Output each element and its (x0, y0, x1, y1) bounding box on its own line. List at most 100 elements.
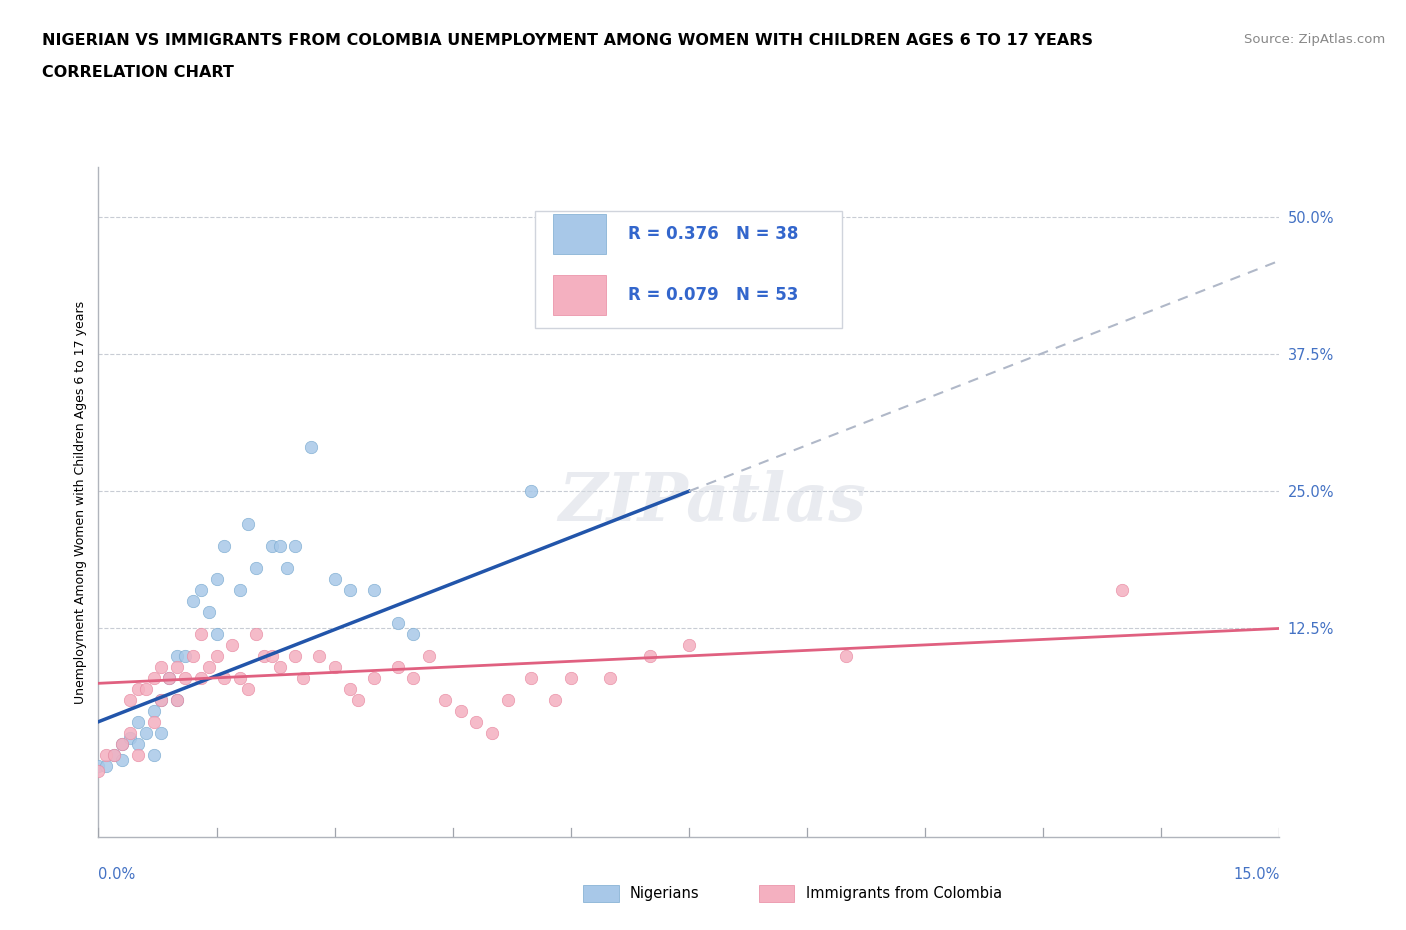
Point (174, 648, 197, 663)
Point (599, 253, 621, 268)
Point (236, 682, 259, 697)
Text: ZIPatlas: ZIPatlas (558, 470, 866, 535)
FancyBboxPatch shape (553, 214, 606, 255)
Point (181, 648, 204, 663)
Text: Nigerians: Nigerians (630, 886, 700, 901)
Text: 0.0%: 0.0% (98, 867, 135, 882)
Point (157, 671, 180, 685)
Point (260, 538, 283, 553)
Point (599, 671, 621, 685)
Point (284, 648, 307, 663)
Point (236, 517, 259, 532)
Point (142, 703, 165, 718)
Point (481, 725, 503, 740)
Point (127, 682, 149, 697)
Point (520, 484, 543, 498)
Text: CORRELATION CHART: CORRELATION CHART (42, 65, 233, 80)
Point (260, 648, 283, 663)
Point (127, 737, 149, 751)
Point (284, 538, 307, 553)
Point (127, 747, 149, 762)
Text: NIGERIAN VS IMMIGRANTS FROM COLOMBIA UNEMPLOYMENT AMONG WOMEN WITH CHILDREN AGES: NIGERIAN VS IMMIGRANTS FROM COLOMBIA UNE… (42, 33, 1094, 47)
Point (190, 671, 212, 685)
Point (1111, 582, 1133, 597)
Point (111, 737, 134, 751)
Point (150, 659, 173, 674)
Point (339, 582, 361, 597)
Point (197, 659, 219, 674)
Point (103, 747, 125, 762)
Point (205, 648, 228, 663)
Point (347, 692, 370, 707)
Point (111, 752, 134, 767)
Point (150, 692, 173, 707)
FancyBboxPatch shape (536, 211, 842, 328)
Y-axis label: Unemployment Among Women with Children Ages 6 to 17 years: Unemployment Among Women with Children A… (75, 300, 87, 704)
Text: R = 0.376   N = 38: R = 0.376 N = 38 (627, 225, 797, 244)
Point (402, 627, 425, 642)
Point (229, 671, 252, 685)
Point (197, 604, 219, 619)
Point (253, 648, 276, 663)
Point (560, 671, 582, 685)
Point (269, 538, 291, 553)
Point (87, 764, 110, 778)
Point (150, 725, 173, 740)
Point (166, 648, 188, 663)
Point (135, 682, 157, 697)
Point (205, 627, 228, 642)
Point (150, 692, 173, 707)
Text: R = 0.079   N = 53: R = 0.079 N = 53 (627, 286, 797, 303)
Point (103, 747, 125, 762)
Point (638, 648, 661, 663)
Point (323, 659, 346, 674)
Point (205, 572, 228, 587)
Text: 15.0%: 15.0% (1233, 867, 1279, 882)
Point (544, 692, 567, 707)
Point (166, 659, 188, 674)
Point (221, 637, 243, 652)
Point (214, 671, 236, 685)
Point (118, 725, 141, 740)
Point (142, 747, 165, 762)
FancyBboxPatch shape (553, 274, 606, 314)
Point (308, 648, 330, 663)
Point (465, 714, 488, 729)
Point (363, 582, 385, 597)
Text: Immigrants from Colombia: Immigrants from Colombia (806, 886, 1001, 901)
Point (229, 582, 252, 597)
Text: Source: ZipAtlas.com: Source: ZipAtlas.com (1244, 33, 1385, 46)
Point (450, 703, 472, 718)
Point (387, 659, 409, 674)
Point (245, 627, 267, 642)
Point (269, 659, 291, 674)
Point (87, 758, 110, 773)
Point (181, 593, 204, 608)
Point (118, 731, 141, 746)
Point (433, 692, 456, 707)
Point (190, 582, 212, 597)
Point (142, 671, 165, 685)
Point (135, 725, 157, 740)
Point (387, 616, 409, 631)
Point (363, 671, 385, 685)
Point (678, 637, 700, 652)
Point (96, 747, 118, 762)
Point (496, 692, 519, 707)
Point (96, 758, 118, 773)
Point (214, 538, 236, 553)
Point (166, 692, 188, 707)
Point (127, 714, 149, 729)
Point (118, 692, 141, 707)
Point (292, 671, 315, 685)
Point (142, 714, 165, 729)
Point (190, 627, 212, 642)
Point (402, 671, 425, 685)
Point (520, 671, 543, 685)
Point (111, 737, 134, 751)
Point (418, 648, 440, 663)
Point (245, 561, 267, 576)
Point (835, 648, 858, 663)
Point (299, 440, 322, 455)
Point (323, 572, 346, 587)
